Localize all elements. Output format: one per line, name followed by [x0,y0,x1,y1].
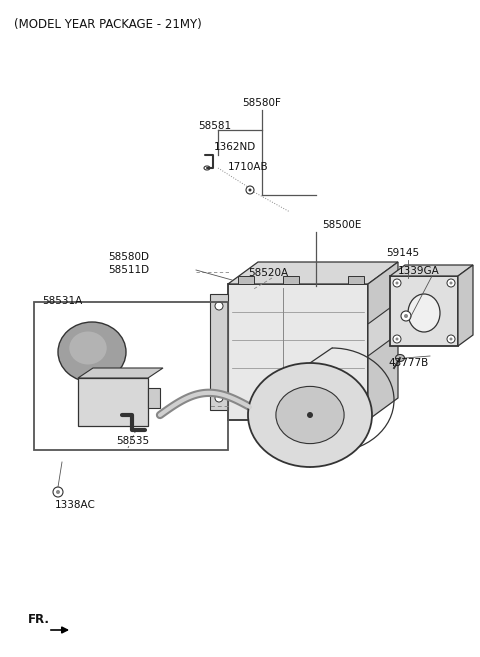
Text: 1339GA: 1339GA [398,266,440,276]
Ellipse shape [249,189,252,191]
Text: (MODEL YEAR PACKAGE - 21MY): (MODEL YEAR PACKAGE - 21MY) [14,18,202,31]
Text: 43777B: 43777B [388,358,428,368]
Ellipse shape [449,281,453,284]
Text: 58511D: 58511D [108,265,149,275]
Text: 58531A: 58531A [42,296,82,306]
Ellipse shape [204,166,210,170]
Text: 1338AC: 1338AC [55,500,96,510]
Bar [283,276,299,284]
Text: 1710AB: 1710AB [228,162,269,172]
Ellipse shape [408,294,440,332]
Ellipse shape [396,338,398,340]
Bar [238,276,254,284]
Ellipse shape [246,186,254,194]
Bar [148,388,160,408]
Ellipse shape [58,322,126,382]
Ellipse shape [276,386,344,443]
Ellipse shape [393,279,401,287]
Ellipse shape [447,279,455,287]
Ellipse shape [215,302,223,310]
Text: 58580F: 58580F [242,98,281,108]
Ellipse shape [447,335,455,343]
Ellipse shape [393,335,401,343]
Text: 1362ND: 1362ND [214,142,256,152]
Text: 58520A: 58520A [248,268,288,278]
Ellipse shape [396,355,405,361]
Bar [78,378,148,426]
Text: 59145: 59145 [386,248,419,258]
Text: 58535: 58535 [116,436,149,446]
Bar [348,276,364,284]
Text: 58580D: 58580D [108,252,149,262]
Bar [34,302,228,450]
Text: FR.: FR. [28,613,50,626]
Polygon shape [78,368,163,378]
Polygon shape [458,265,473,346]
Ellipse shape [396,281,398,284]
Ellipse shape [215,394,223,402]
Text: 58500E: 58500E [322,220,361,230]
Polygon shape [228,262,398,284]
Bar [210,294,228,410]
Bar [228,284,368,420]
Ellipse shape [53,487,63,497]
Ellipse shape [404,314,408,318]
Ellipse shape [248,363,372,467]
Polygon shape [390,265,473,276]
Ellipse shape [307,412,313,418]
Bar [390,276,458,346]
Polygon shape [368,262,398,420]
Text: 58581: 58581 [198,121,231,131]
Ellipse shape [69,332,107,365]
Ellipse shape [449,338,453,340]
Polygon shape [368,302,398,356]
Ellipse shape [56,490,60,494]
Ellipse shape [401,311,411,321]
